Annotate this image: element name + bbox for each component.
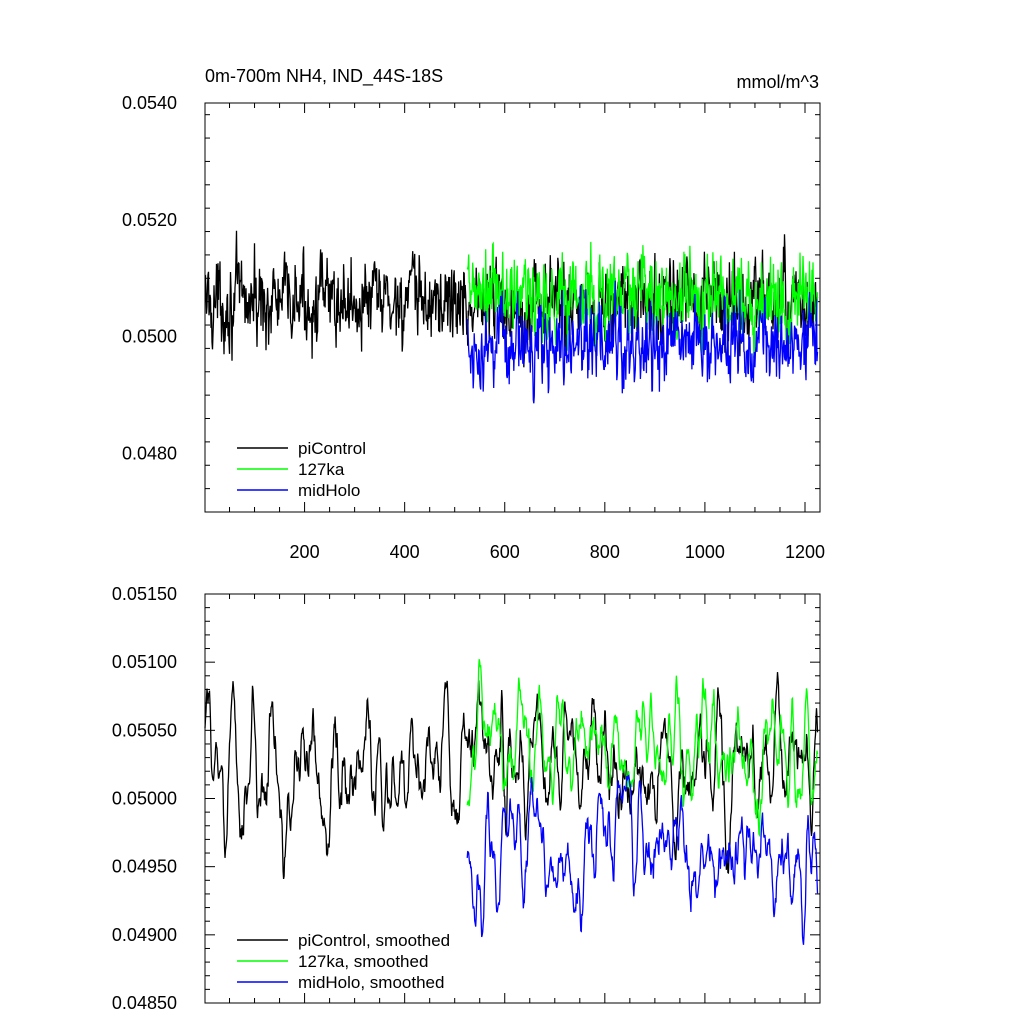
- x-tick-label: 800: [590, 542, 620, 562]
- y-tick-label: 0.05050: [112, 720, 177, 740]
- legend-label: midHolo: [298, 481, 360, 500]
- legend-label: midHolo, smoothed: [298, 973, 444, 992]
- x-tick-label: 200: [290, 542, 320, 562]
- x-tick-label: 400: [390, 542, 420, 562]
- legend-label: piControl, smoothed: [298, 931, 450, 950]
- y-tick-label: 0.05000: [112, 789, 177, 809]
- units-label: mmol/m^3: [736, 72, 819, 92]
- y-tick-label: 0.0480: [122, 444, 177, 464]
- x-tick-label: 1000: [685, 542, 725, 562]
- chart-title: 0m-700m NH4, IND_44S-18S: [205, 66, 444, 86]
- y-tick-label: 0.05100: [112, 652, 177, 672]
- y-tick-label: 0.0520: [122, 210, 177, 230]
- y-tick-label: 0.04900: [112, 925, 177, 945]
- legend-label: 127ka, smoothed: [298, 952, 428, 971]
- x-tick-label: 600: [490, 542, 520, 562]
- y-tick-label: 0.04950: [112, 857, 177, 877]
- y-tick-label: 0.0500: [122, 327, 177, 347]
- legend-label: piControl: [298, 439, 366, 458]
- y-tick-label: 0.04850: [112, 993, 177, 1013]
- series-line: [466, 659, 819, 838]
- plot-frame-1: [204, 102, 821, 513]
- y-tick-label: 0.05150: [112, 584, 177, 604]
- y-tick-label: 0.0540: [122, 93, 177, 113]
- series-line: [466, 280, 819, 404]
- legend-label: 127ka: [298, 460, 345, 479]
- series-line: [466, 774, 819, 945]
- x-tick-label: 1200: [785, 542, 825, 562]
